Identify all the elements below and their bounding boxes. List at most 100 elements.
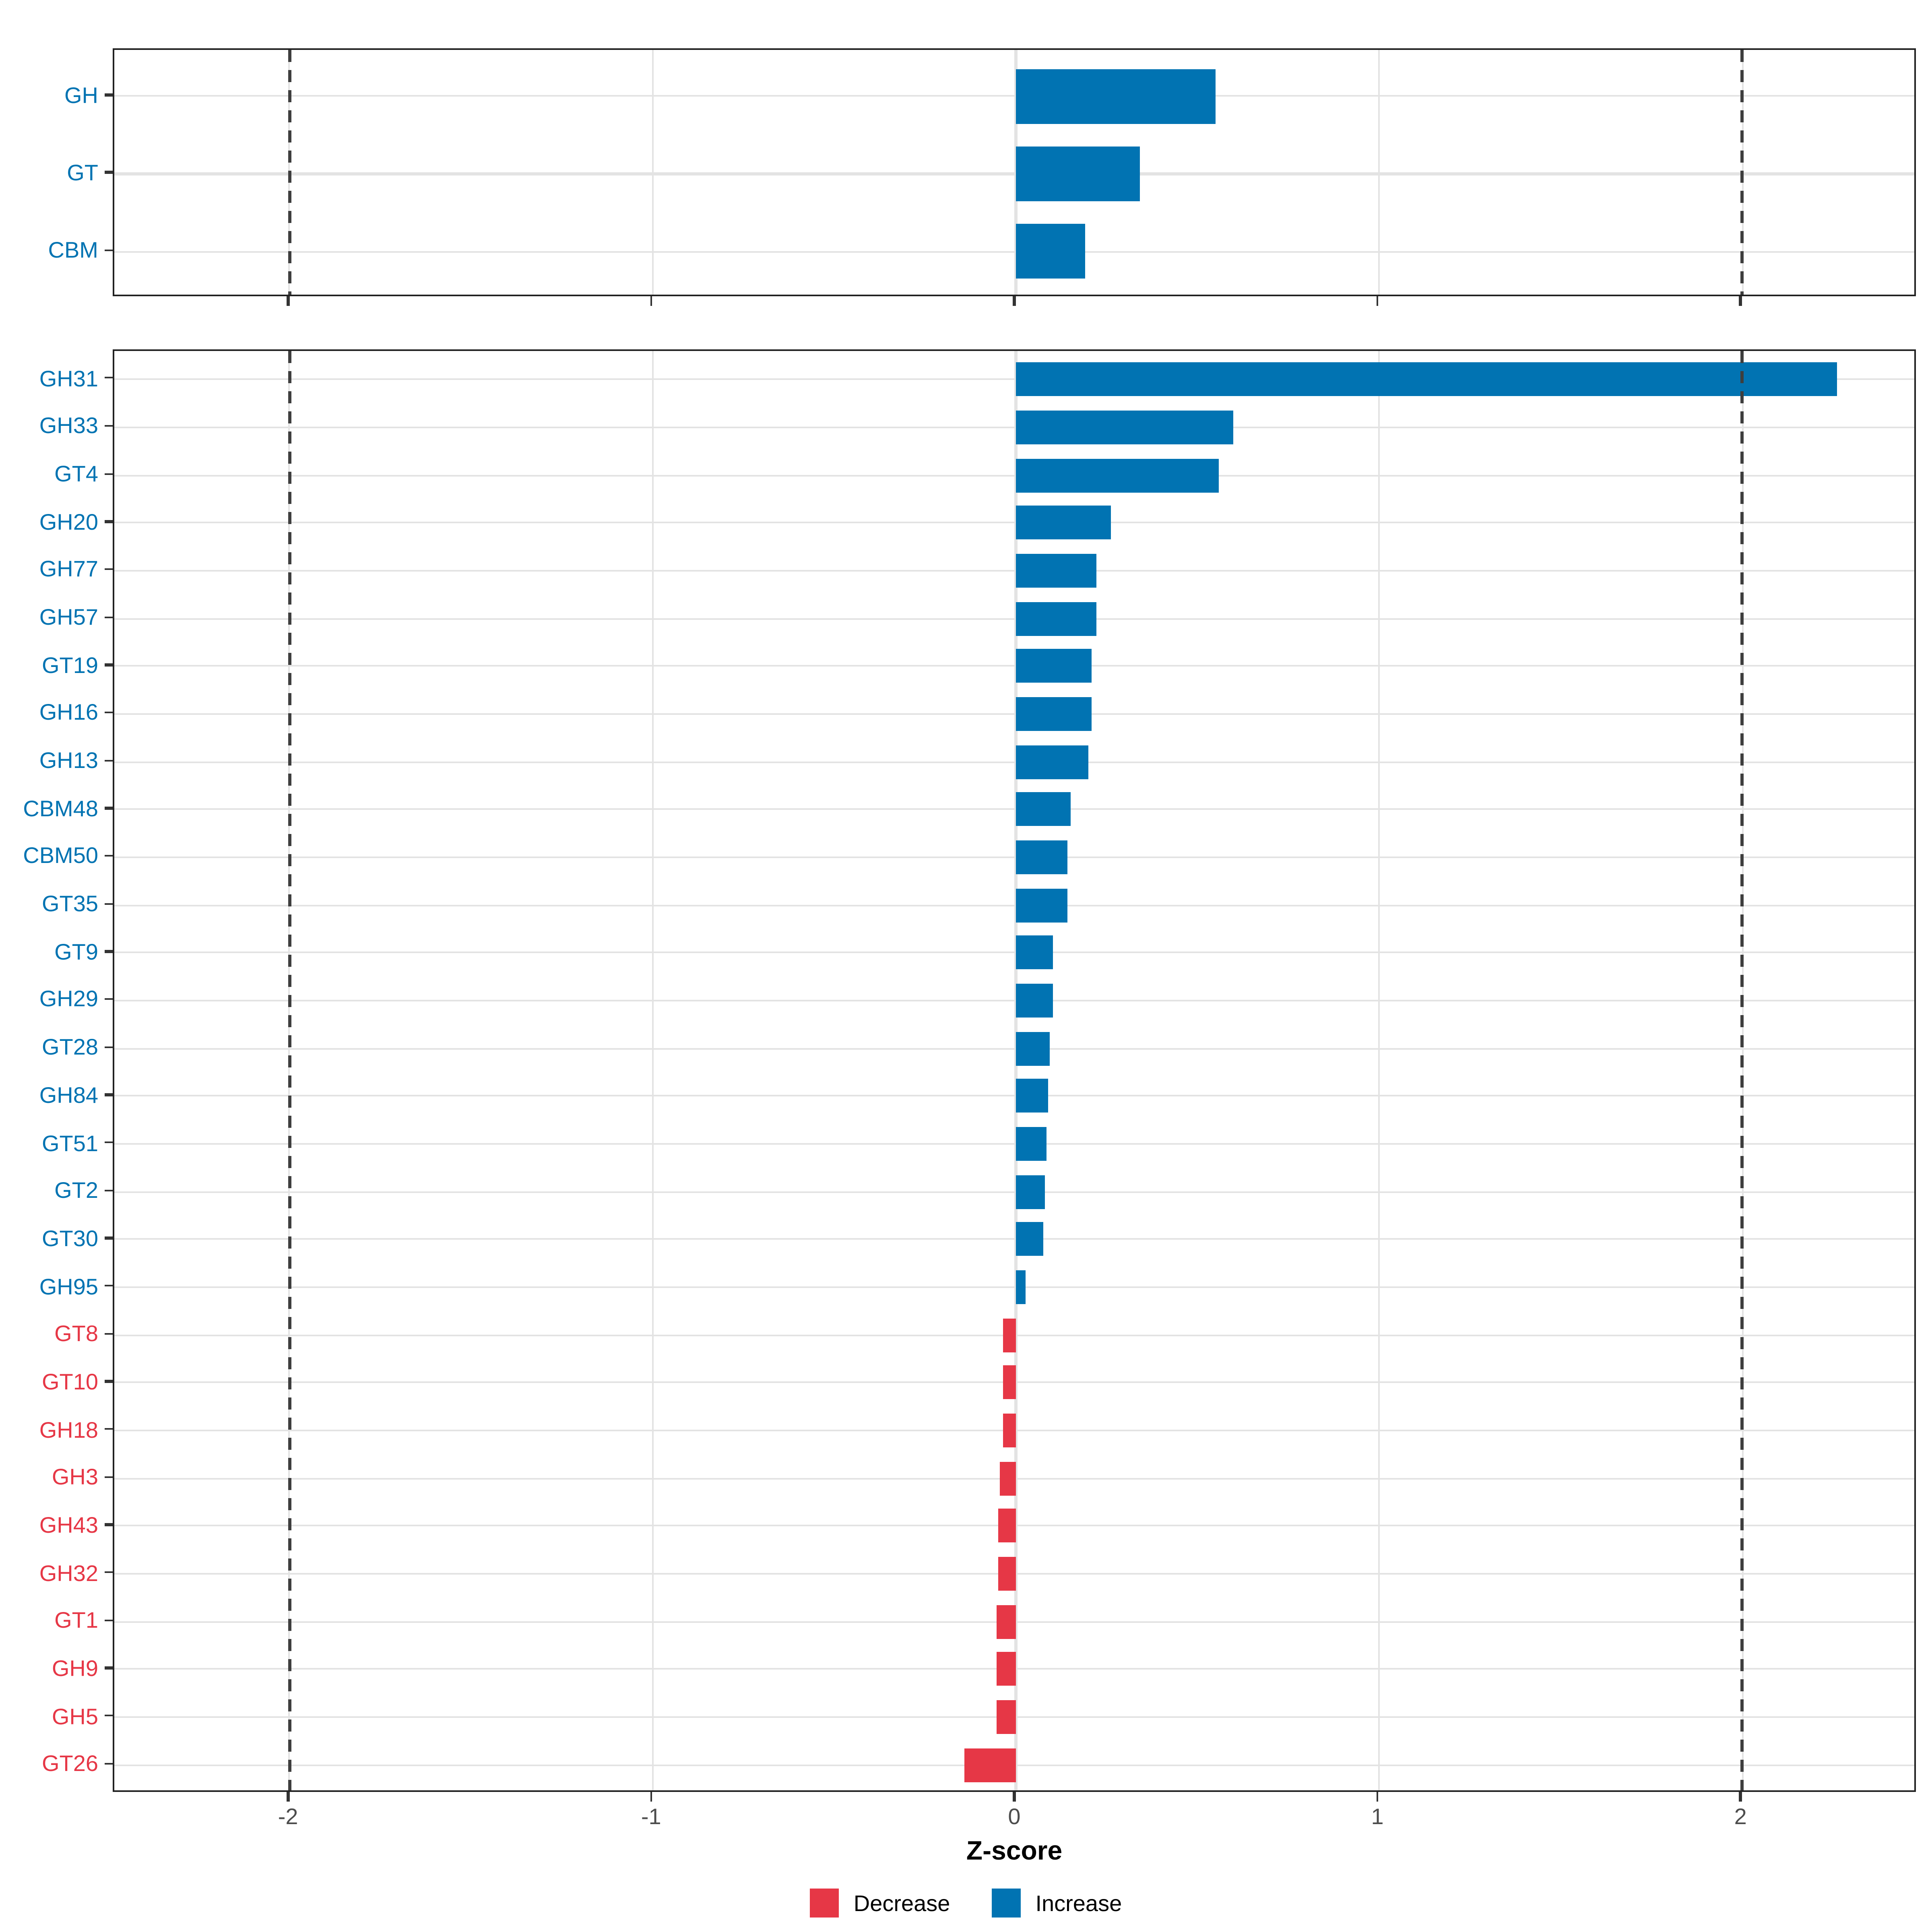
category-label-GT: GT xyxy=(67,159,98,185)
bar-GT9 xyxy=(1016,936,1053,970)
category-label-GH95: GH95 xyxy=(39,1273,98,1298)
bar-GH3 xyxy=(999,1461,1016,1495)
bar-CBM50 xyxy=(1016,840,1067,874)
y-gridline xyxy=(114,522,1914,524)
bar-GH57 xyxy=(1016,602,1096,636)
x-axis-tick-label: 2 xyxy=(1734,1803,1747,1829)
y-axis-tick xyxy=(104,902,113,905)
x-gridline xyxy=(652,351,654,1790)
category-label-GH20: GH20 xyxy=(39,508,98,535)
panel-cazyme-class-summary xyxy=(113,48,1916,296)
panel-cazyme-family-detail xyxy=(113,349,1916,1792)
y-axis-tick xyxy=(104,663,113,666)
y-axis-tick xyxy=(104,950,113,953)
bar-CBM48 xyxy=(1016,793,1071,826)
y-gridline xyxy=(114,617,1914,619)
bar-GT10 xyxy=(1003,1366,1016,1399)
y-gridline xyxy=(114,1286,1914,1288)
y-axis-tick xyxy=(104,1762,113,1765)
decrease-swatch-icon xyxy=(810,1889,839,1918)
category-label-GT9: GT9 xyxy=(54,938,98,964)
category-label-GT10: GT10 xyxy=(41,1368,98,1394)
category-label-CBM48: CBM48 xyxy=(23,795,98,821)
y-gridline xyxy=(114,570,1914,572)
legend-label-decrease: Decrease xyxy=(853,1890,950,1916)
bar-CBM xyxy=(1016,224,1085,279)
bar-GT1 xyxy=(996,1605,1016,1639)
y-axis-tick xyxy=(104,473,113,475)
category-label-CBM50: CBM50 xyxy=(23,842,98,869)
category-label-GT35: GT35 xyxy=(41,890,98,916)
bar-GH16 xyxy=(1016,697,1092,731)
y-gridline xyxy=(114,95,1914,97)
x-axis-tick xyxy=(287,1792,289,1801)
x-gridline xyxy=(1378,50,1380,295)
y-axis-tick xyxy=(104,171,113,173)
x-gridline xyxy=(1378,351,1380,1790)
y-axis-tick xyxy=(104,1619,113,1621)
y-axis-tick xyxy=(104,1189,113,1191)
x-axis-tick xyxy=(650,296,652,305)
category-label-GH32: GH32 xyxy=(39,1559,98,1585)
y-axis-tick xyxy=(104,998,113,1000)
bar-GT xyxy=(1016,147,1139,201)
bar-GH13 xyxy=(1016,745,1089,779)
y-axis-tick xyxy=(104,377,113,379)
y-axis-tick xyxy=(104,1141,113,1144)
legend: Decrease Increase xyxy=(0,1889,1932,1918)
y-axis-tick xyxy=(104,249,113,251)
bar-GT19 xyxy=(1016,649,1092,683)
bar-GT28 xyxy=(1016,1032,1051,1065)
y-axis-tick xyxy=(104,616,113,618)
y-axis-tick xyxy=(104,1476,113,1478)
y-gridline xyxy=(114,761,1914,763)
y-gridline xyxy=(114,809,1914,811)
bar-GT51 xyxy=(1016,1127,1047,1161)
x-axis-tick xyxy=(1376,1792,1379,1801)
y-axis-tick xyxy=(104,1571,113,1573)
y-axis-tick xyxy=(104,425,113,427)
bar-GH9 xyxy=(996,1652,1016,1686)
y-axis-tick xyxy=(104,1332,113,1335)
legend-label-increase: Increase xyxy=(1035,1890,1122,1916)
x-axis-tick xyxy=(287,296,289,305)
y-axis-tick xyxy=(104,759,113,762)
category-label-GH33: GH33 xyxy=(39,413,98,439)
bar-GT4 xyxy=(1016,458,1220,492)
bar-GH32 xyxy=(997,1557,1016,1591)
dashed-reference-line xyxy=(288,50,291,295)
bar-GT35 xyxy=(1016,888,1067,922)
bar-GH43 xyxy=(997,1509,1016,1543)
y-axis-tick xyxy=(104,1380,113,1383)
x-axis-tick xyxy=(1376,296,1379,305)
category-label-GT8: GT8 xyxy=(54,1320,98,1346)
dashed-reference-line xyxy=(288,351,291,1790)
x-gridline xyxy=(652,50,654,295)
category-label-GH31: GH31 xyxy=(39,365,98,391)
category-label-GH5: GH5 xyxy=(52,1703,98,1729)
bar-GH84 xyxy=(1016,1079,1049,1113)
category-label-GH18: GH18 xyxy=(39,1416,98,1442)
category-label-GT19: GT19 xyxy=(41,652,98,678)
x-gridline xyxy=(1015,351,1017,1790)
y-axis-tick xyxy=(104,1714,113,1717)
bar-GT30 xyxy=(1016,1222,1043,1256)
category-label-GH13: GH13 xyxy=(39,747,98,773)
y-gridline xyxy=(114,999,1914,1002)
y-axis-tick xyxy=(104,568,113,570)
bar-GH95 xyxy=(1016,1270,1025,1304)
category-label-GH43: GH43 xyxy=(39,1511,98,1538)
category-label-GT1: GT1 xyxy=(54,1607,98,1633)
category-label-GH9: GH9 xyxy=(52,1655,98,1681)
y-axis-tick xyxy=(104,807,113,809)
bar-GH77 xyxy=(1016,554,1096,588)
legend-item-increase: Increase xyxy=(992,1889,1122,1918)
category-label-GH77: GH77 xyxy=(39,556,98,582)
y-axis-tick xyxy=(104,1523,113,1526)
x-axis-title: Z-score xyxy=(966,1837,1063,1866)
y-axis-tick xyxy=(104,94,113,96)
y-axis-tick xyxy=(104,1236,113,1239)
x-axis-tick-label: 0 xyxy=(1008,1803,1021,1829)
x-gridline xyxy=(1015,50,1017,295)
category-label-GH3: GH3 xyxy=(52,1463,98,1490)
